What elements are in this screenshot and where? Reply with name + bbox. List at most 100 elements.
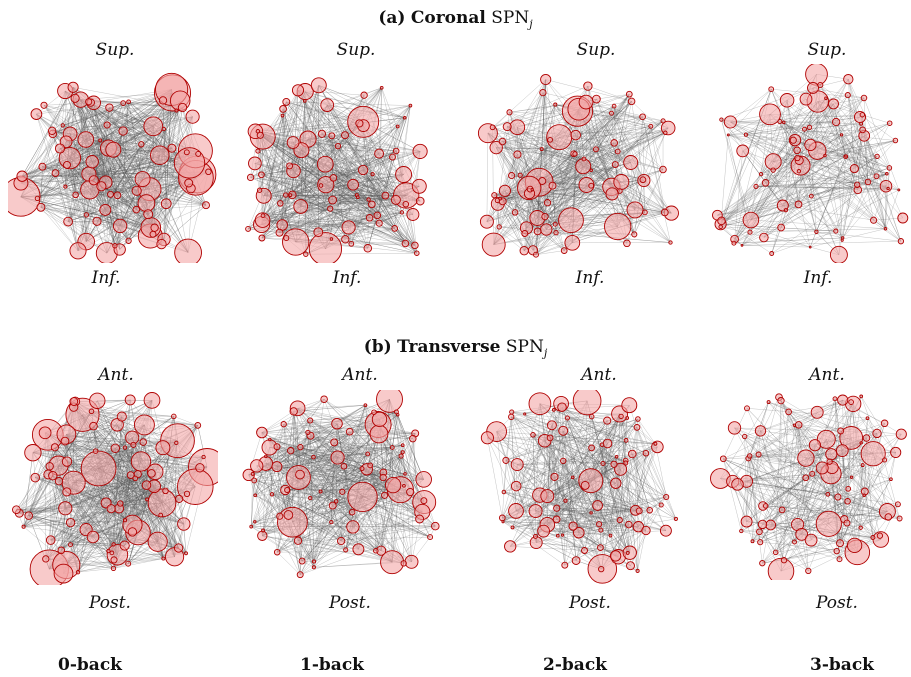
node: [742, 211, 760, 229]
edge: [526, 132, 666, 229]
edge: [313, 456, 394, 486]
edge: [93, 399, 131, 427]
edge: [37, 172, 56, 199]
edge: [755, 186, 889, 189]
edge: [66, 491, 126, 521]
edge: [42, 166, 76, 196]
edge: [785, 100, 788, 211]
edge: [154, 204, 207, 228]
edge: [798, 170, 902, 242]
node: [60, 123, 65, 128]
edge: [286, 101, 380, 154]
edge: [21, 101, 89, 177]
edge: [73, 406, 187, 554]
edge: [261, 174, 333, 201]
coronal-inf-label-2: Inf.: [575, 268, 605, 288]
node: [431, 521, 440, 531]
edge: [257, 125, 364, 132]
edge: [70, 110, 177, 135]
node: [389, 445, 395, 450]
edge: [493, 79, 546, 245]
edge: [82, 414, 179, 549]
node: [592, 94, 601, 104]
node: [320, 395, 328, 403]
edge: [255, 419, 380, 496]
edge: [499, 198, 534, 251]
edge: [293, 170, 396, 201]
coronal-sup-label-0: Sup.: [95, 40, 135, 60]
node: [359, 466, 365, 472]
node: [30, 108, 43, 120]
edge: [282, 222, 380, 226]
edge: [583, 166, 643, 180]
edge: [331, 135, 416, 246]
edge: [269, 439, 382, 551]
node: [12, 505, 21, 515]
edge: [93, 426, 118, 555]
edge: [351, 126, 398, 244]
node: [860, 94, 868, 102]
edge: [504, 148, 542, 191]
edge: [82, 414, 158, 542]
edge: [572, 180, 645, 243]
node: [331, 417, 343, 430]
transverse-ant-label-3: Ant.: [809, 365, 845, 385]
edge: [28, 515, 113, 554]
edge: [261, 135, 333, 239]
edge: [297, 419, 380, 541]
edge: [497, 164, 616, 205]
edge: [250, 165, 290, 178]
transverse-post-label-0: Post.: [89, 593, 131, 613]
edge: [16, 400, 153, 510]
edge: [301, 150, 380, 224]
edge: [50, 473, 152, 541]
node: [886, 186, 890, 191]
edge: [61, 474, 131, 551]
edge: [262, 219, 415, 246]
edge: [55, 172, 149, 215]
edge: [163, 148, 173, 240]
edge: [867, 156, 878, 183]
edge: [507, 126, 622, 183]
node: [415, 514, 425, 524]
edge: [498, 104, 556, 228]
node: [533, 251, 539, 258]
node: [295, 469, 305, 480]
edge: [297, 90, 354, 185]
node: [21, 524, 26, 529]
node: [288, 193, 293, 197]
node: [45, 535, 56, 545]
edge: [750, 155, 826, 221]
edge: [805, 98, 859, 191]
edge: [496, 147, 616, 165]
coronal-sup-label-2: Sup.: [576, 40, 616, 60]
edge: [28, 515, 109, 552]
edge: [720, 186, 757, 227]
edge: [541, 148, 613, 195]
edge: [77, 110, 177, 251]
edge: [263, 156, 393, 197]
edge: [502, 201, 534, 251]
edge: [630, 162, 646, 213]
edge: [65, 101, 89, 187]
node: [98, 138, 103, 143]
node: [777, 119, 783, 125]
edge: [307, 138, 397, 201]
edge: [634, 169, 664, 235]
edge: [486, 185, 592, 222]
edge: [77, 547, 179, 573]
edge: [262, 184, 354, 221]
edge: [74, 98, 129, 241]
edge: [85, 92, 173, 242]
edge: [342, 405, 366, 492]
edge: [276, 446, 281, 517]
edge: [617, 94, 630, 152]
edge: [269, 432, 308, 440]
node: [509, 119, 526, 136]
node: [379, 85, 384, 90]
edge: [515, 193, 613, 213]
edge: [492, 79, 546, 128]
edge: [820, 84, 902, 242]
edge: [252, 473, 431, 538]
edge: [721, 119, 800, 172]
